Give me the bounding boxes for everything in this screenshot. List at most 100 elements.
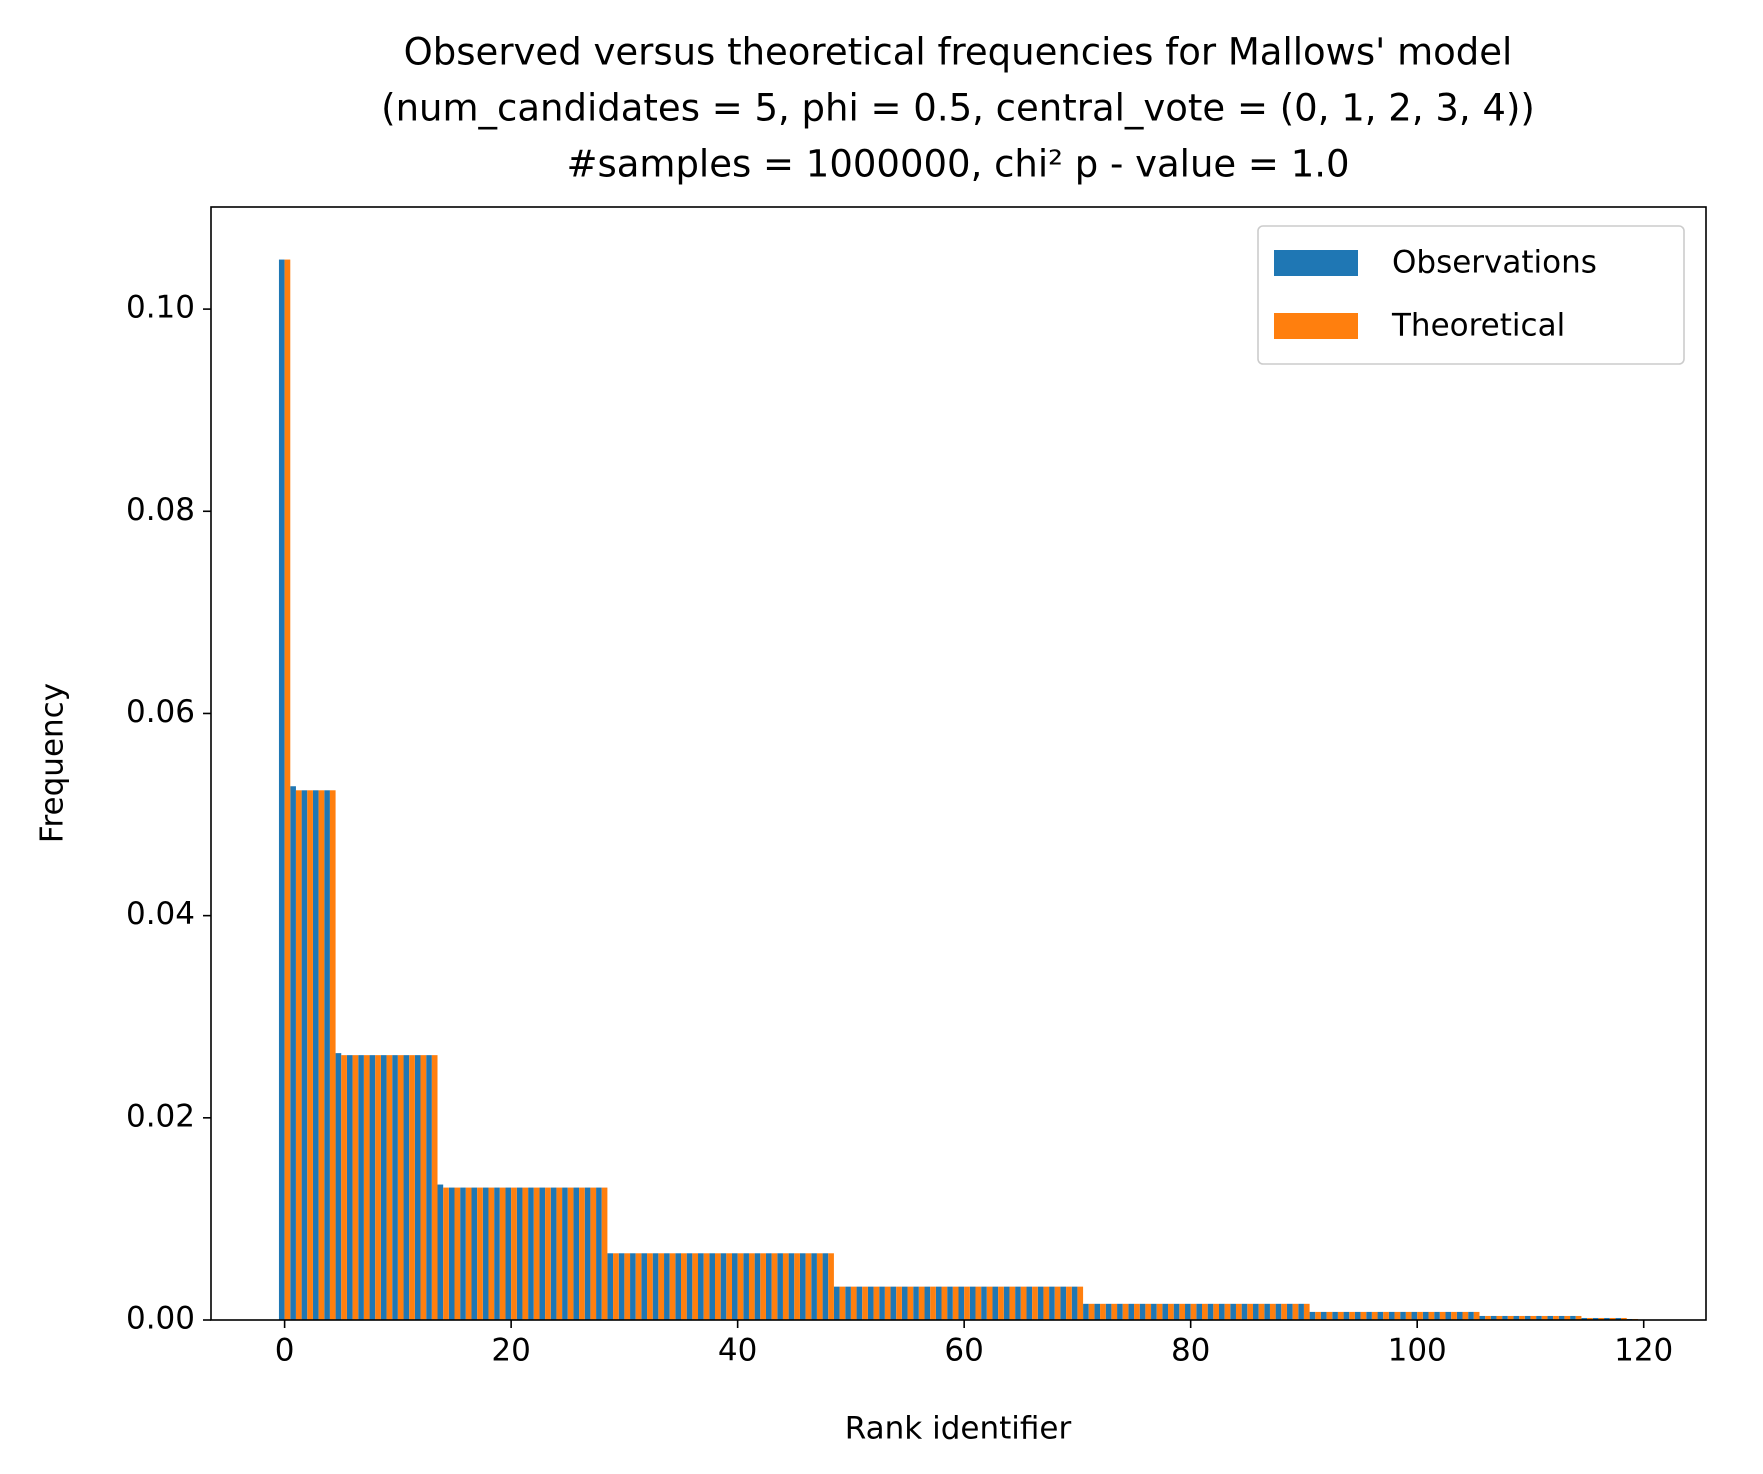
bar — [454, 1187, 461, 1320]
bar — [1592, 1317, 1599, 1320]
bar — [1524, 1315, 1531, 1320]
bar — [1071, 1286, 1078, 1320]
bar — [618, 1253, 625, 1320]
bar — [341, 1055, 347, 1320]
bar — [318, 790, 325, 1320]
x-tick-label: 100 — [1388, 1333, 1447, 1369]
bar — [573, 1187, 580, 1320]
bar — [1405, 1311, 1412, 1320]
bar — [324, 790, 330, 1320]
bar — [1094, 1303, 1101, 1320]
x-tick-label: 40 — [718, 1333, 757, 1369]
bar — [1117, 1303, 1123, 1320]
bar — [1598, 1317, 1605, 1320]
bar — [284, 259, 291, 1320]
bar — [431, 1055, 438, 1320]
bar — [1547, 1315, 1554, 1320]
bar — [714, 1253, 721, 1320]
bar — [992, 1286, 999, 1320]
bar — [1100, 1303, 1106, 1320]
bar — [873, 1286, 880, 1320]
bar — [1037, 1286, 1044, 1320]
bar — [1587, 1317, 1593, 1320]
bar — [1088, 1303, 1095, 1320]
bar — [913, 1286, 919, 1320]
bar — [346, 1055, 353, 1320]
bar — [658, 1253, 665, 1320]
bar — [918, 1286, 925, 1320]
bar — [1575, 1315, 1582, 1320]
bar — [1134, 1303, 1140, 1320]
bar — [369, 1055, 376, 1320]
bar — [1162, 1303, 1169, 1320]
bar — [1230, 1303, 1236, 1320]
bar — [698, 1253, 704, 1320]
bar — [494, 1187, 500, 1320]
bar — [556, 1187, 563, 1320]
bar — [1513, 1315, 1520, 1320]
y-axis-label: Frequency — [35, 683, 71, 843]
bar — [607, 1253, 614, 1320]
bar — [681, 1253, 687, 1320]
bar — [1417, 1311, 1423, 1320]
bar — [737, 1253, 744, 1320]
x-tick-label: 120 — [1614, 1333, 1673, 1369]
bar — [1173, 1303, 1180, 1320]
bar — [748, 1253, 755, 1320]
y-tick-label: 0.06 — [126, 694, 195, 730]
bar — [1105, 1303, 1112, 1320]
bar — [499, 1187, 506, 1320]
bar — [630, 1253, 636, 1320]
bar — [1185, 1303, 1191, 1320]
x-tick-label: 0 — [275, 1333, 295, 1369]
bar — [1553, 1315, 1559, 1320]
bar — [1485, 1315, 1491, 1320]
bar — [403, 1055, 410, 1320]
bar — [1371, 1311, 1378, 1320]
bar — [1439, 1311, 1446, 1320]
bar — [720, 1253, 727, 1320]
bar — [1394, 1311, 1401, 1320]
bar — [765, 1253, 772, 1320]
bar — [1400, 1311, 1406, 1320]
bar — [1604, 1317, 1610, 1320]
bar — [579, 1187, 585, 1320]
bar — [613, 1253, 619, 1320]
bar — [1060, 1286, 1067, 1320]
bar — [788, 1253, 795, 1320]
bar — [329, 790, 336, 1320]
bar — [692, 1253, 699, 1320]
bar — [1456, 1311, 1463, 1320]
bar — [488, 1187, 495, 1320]
bar — [511, 1187, 517, 1320]
bar — [522, 1187, 529, 1320]
bar — [964, 1286, 970, 1320]
bar — [301, 790, 308, 1320]
bar — [624, 1253, 631, 1320]
bar — [1213, 1303, 1219, 1320]
bar — [930, 1286, 936, 1320]
bar — [1292, 1303, 1299, 1320]
legend-box — [1257, 225, 1685, 365]
bar — [799, 1253, 806, 1320]
bar — [1496, 1315, 1503, 1320]
plot-frame — [210, 206, 1707, 1321]
bar — [884, 1286, 891, 1320]
bar — [1349, 1311, 1355, 1320]
bar — [1490, 1315, 1497, 1320]
bar — [1275, 1303, 1282, 1320]
bar — [426, 1055, 432, 1320]
bar — [1462, 1311, 1469, 1320]
bar — [352, 1055, 359, 1320]
bar — [782, 1253, 789, 1320]
chart-title: #samples = 1000000, chi² p - value = 1.0 — [566, 143, 1349, 186]
bar — [862, 1286, 868, 1320]
bar — [675, 1253, 682, 1320]
bar — [924, 1286, 931, 1320]
legend-swatch — [1274, 313, 1358, 339]
bar — [392, 1055, 398, 1320]
bar — [1366, 1311, 1372, 1320]
bar — [794, 1253, 800, 1320]
bar — [358, 1055, 364, 1320]
